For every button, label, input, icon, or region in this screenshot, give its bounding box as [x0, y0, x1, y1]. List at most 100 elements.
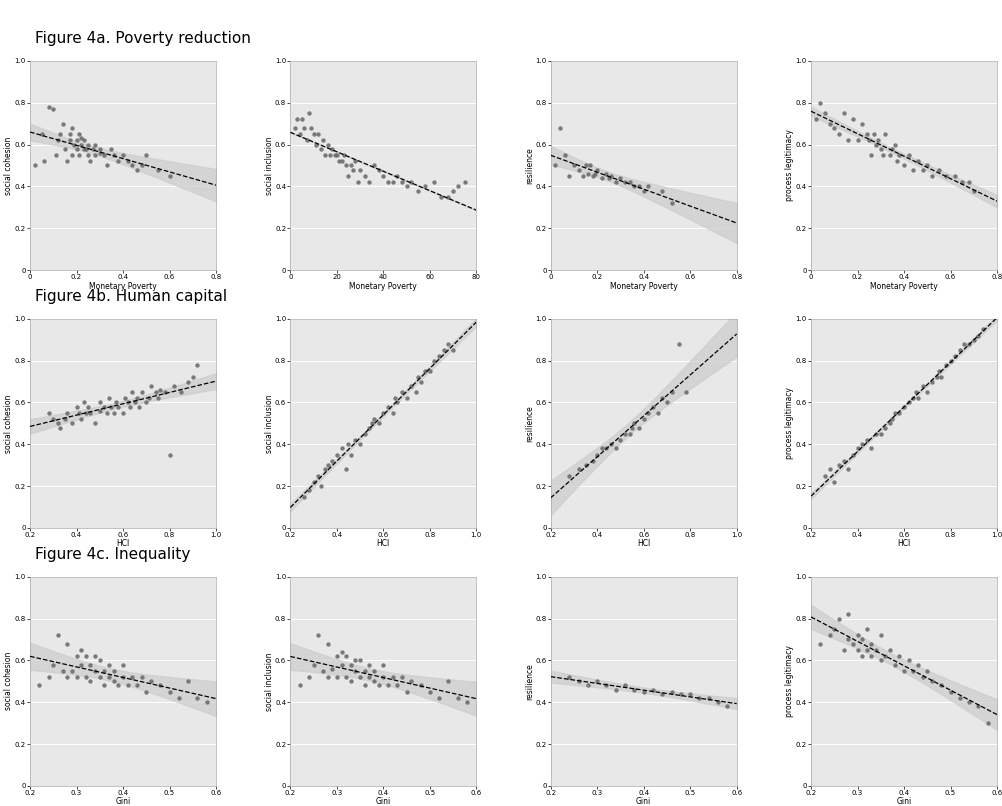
Point [896, 664, 912, 677]
Point [882, 417, 898, 430]
Point [663, 197, 679, 210]
Point [82, 659, 98, 671]
Point [864, 148, 880, 161]
Point [357, 169, 373, 182]
Point [166, 380, 182, 393]
Point [700, 692, 716, 704]
Point [366, 675, 382, 688]
Point [320, 459, 336, 472]
Point [871, 134, 887, 147]
Point [952, 343, 968, 356]
Point [110, 155, 126, 168]
Point [859, 622, 875, 635]
Point [589, 163, 605, 176]
Point [608, 683, 624, 696]
Point [850, 629, 866, 642]
Point [587, 168, 603, 181]
Point [338, 671, 354, 683]
Point [96, 401, 112, 413]
Point [366, 664, 382, 677]
Point [617, 176, 633, 189]
Point [57, 143, 73, 156]
Point [654, 392, 670, 405]
Point [961, 176, 977, 189]
Point [450, 692, 466, 704]
Point [385, 671, 401, 683]
Point [943, 354, 959, 367]
X-axis label: Gini: Gini [636, 797, 651, 806]
Point [138, 685, 154, 698]
Point [92, 671, 108, 683]
Point [297, 490, 313, 503]
X-axis label: Monetary Poverty: Monetary Poverty [870, 281, 938, 291]
Point [68, 650, 84, 663]
Point [854, 117, 870, 130]
Point [841, 633, 857, 646]
Point [584, 455, 600, 467]
Point [92, 396, 108, 409]
Point [87, 148, 103, 161]
Point [371, 679, 387, 692]
Point [318, 463, 334, 476]
Point [659, 396, 675, 409]
Point [71, 148, 87, 161]
Point [635, 184, 651, 197]
Point [882, 643, 898, 656]
Point [901, 148, 917, 161]
Point [561, 469, 577, 482]
Point [320, 138, 336, 151]
Point [357, 664, 373, 677]
Point [640, 180, 656, 193]
Point [68, 143, 84, 156]
Point [598, 442, 614, 455]
Point [580, 168, 596, 181]
Point [54, 117, 70, 130]
Point [603, 169, 619, 182]
Y-axis label: social inclusion: social inclusion [265, 136, 274, 195]
Point [719, 700, 735, 713]
Point [371, 417, 387, 430]
Point [612, 434, 628, 447]
Point [417, 364, 433, 377]
Point [915, 671, 931, 683]
Point [45, 413, 61, 426]
Point [450, 180, 466, 193]
Point [41, 671, 57, 683]
Point [887, 659, 903, 671]
Point [180, 375, 196, 388]
Point [557, 148, 573, 161]
Point [41, 101, 57, 114]
Point [813, 638, 829, 650]
Point [311, 469, 327, 482]
Point [334, 442, 350, 455]
Point [364, 417, 380, 430]
Point [87, 417, 103, 430]
Point [827, 122, 843, 135]
Point [31, 679, 47, 692]
Point [624, 421, 640, 434]
Point [380, 679, 396, 692]
Point [329, 650, 345, 663]
Point [343, 159, 359, 172]
Point [350, 176, 366, 189]
Y-axis label: process legitimacy: process legitimacy [786, 130, 795, 202]
Point [150, 163, 166, 176]
Point [59, 406, 75, 419]
Point [59, 155, 75, 168]
Point [561, 671, 577, 683]
Point [101, 392, 117, 405]
Point [82, 675, 98, 688]
Point [376, 406, 392, 419]
Point [143, 380, 159, 393]
Y-axis label: social cohesion: social cohesion [4, 136, 13, 194]
Point [873, 629, 889, 642]
Point [434, 190, 450, 203]
Point [73, 659, 89, 671]
X-axis label: Gini: Gini [376, 797, 391, 806]
Point [952, 692, 968, 704]
Point [124, 671, 140, 683]
X-axis label: HCI: HCI [116, 539, 129, 549]
Point [961, 338, 977, 351]
Y-axis label: process legitimacy: process legitimacy [786, 388, 795, 459]
Point [403, 380, 419, 393]
